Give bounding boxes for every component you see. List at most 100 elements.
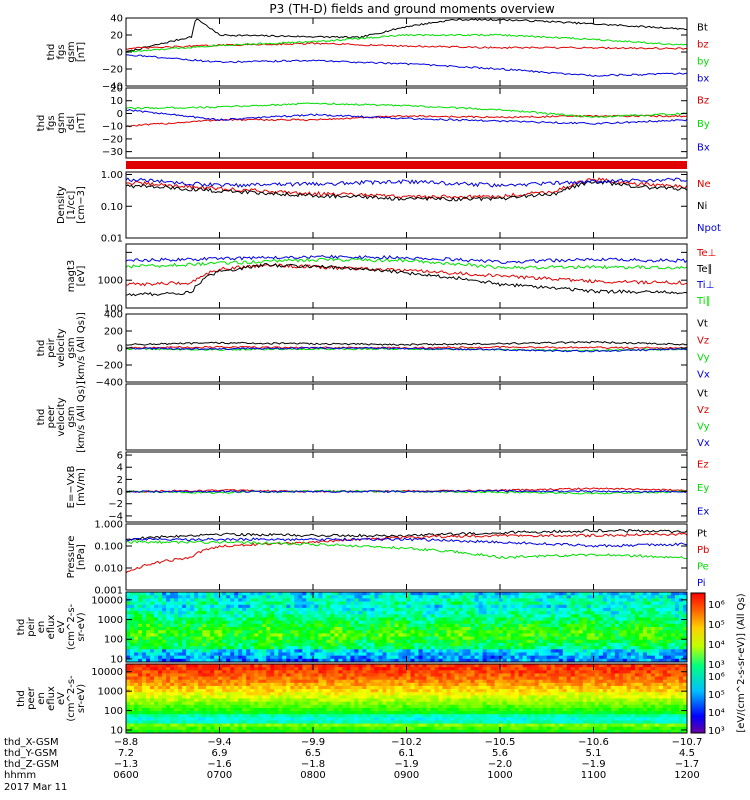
spectrogram-cell bbox=[322, 701, 327, 706]
spectrogram-cell bbox=[658, 620, 664, 625]
spectrogram-cell bbox=[178, 692, 183, 696]
spectrogram-cell bbox=[258, 633, 263, 637]
spectrogram-cell bbox=[326, 726, 331, 731]
spectrogram-cell bbox=[334, 627, 339, 631]
y-tick-label: −30 bbox=[102, 147, 123, 158]
spectrogram-cell bbox=[206, 723, 211, 728]
spectrogram-cell bbox=[374, 698, 379, 703]
spectrogram-cell bbox=[166, 639, 171, 644]
spectrogram-cell bbox=[182, 682, 187, 687]
spectrogram-cell bbox=[226, 639, 231, 644]
spectrogram-cell bbox=[186, 720, 191, 724]
spectrogram-cell bbox=[682, 627, 688, 631]
spectrogram-cell bbox=[318, 611, 323, 615]
spectrogram-cell bbox=[274, 652, 279, 657]
spectrogram-cell bbox=[322, 652, 327, 657]
spectrogram-cell bbox=[462, 592, 468, 596]
spectrogram-cell bbox=[306, 729, 311, 734]
spectrogram-cell bbox=[254, 636, 259, 641]
series-line-efield-2 bbox=[125, 489, 688, 494]
spectrogram-cell bbox=[582, 617, 588, 622]
spectrogram-cell bbox=[230, 639, 235, 644]
spectrogram-cell bbox=[362, 639, 367, 644]
spectrogram-cell bbox=[422, 617, 427, 622]
spectrogram-cell bbox=[670, 620, 676, 625]
spectrogram-cell bbox=[242, 698, 247, 703]
spectrogram-cell bbox=[338, 614, 343, 618]
spectrogram-cell bbox=[162, 701, 167, 706]
spectrogram-cell bbox=[258, 667, 263, 671]
spectrogram-cell bbox=[362, 664, 367, 668]
spectrogram-cell bbox=[558, 646, 564, 650]
spectrogram-cell bbox=[646, 633, 652, 637]
spectrogram-cell bbox=[662, 646, 668, 650]
spectrogram-cell bbox=[478, 642, 484, 647]
spectrogram-cell bbox=[298, 630, 303, 634]
spectrogram-cell bbox=[258, 701, 263, 706]
spectrogram-cell bbox=[162, 639, 167, 644]
spectrogram-cell bbox=[226, 658, 231, 663]
spectrogram-cell bbox=[174, 682, 179, 687]
spectrogram-cell bbox=[374, 729, 379, 734]
spectrogram-cell bbox=[222, 726, 227, 731]
spectrogram-cell bbox=[306, 639, 311, 644]
spectrogram-cell bbox=[622, 617, 628, 622]
spectrogram-cell bbox=[522, 620, 528, 625]
spectrogram-cell bbox=[142, 689, 147, 693]
spectrogram-cell bbox=[630, 642, 636, 647]
spectrogram-cell bbox=[182, 620, 187, 625]
spectrogram-cell bbox=[606, 601, 612, 606]
spectrogram-cell bbox=[278, 655, 283, 660]
spectrogram-cell bbox=[554, 649, 560, 653]
spectrogram-cell bbox=[158, 704, 163, 709]
spectrogram-cell bbox=[190, 655, 195, 660]
spectrogram-cell bbox=[450, 658, 455, 663]
spectrogram-cell bbox=[206, 701, 211, 706]
spectrogram-cell bbox=[470, 601, 476, 606]
spectrogram-cell bbox=[254, 658, 259, 663]
spectrogram-cell bbox=[226, 714, 231, 718]
spectrogram-cell bbox=[242, 714, 247, 718]
spectrogram-cell bbox=[234, 636, 239, 641]
spectrogram-cell bbox=[302, 667, 307, 671]
legend-entry: Pe bbox=[697, 561, 709, 572]
spectrogram-cell bbox=[382, 670, 387, 674]
spectrogram-cell bbox=[374, 604, 379, 609]
spectrogram-cell bbox=[598, 630, 604, 634]
spectrogram-cell bbox=[338, 627, 343, 631]
spectrogram-cell bbox=[338, 670, 343, 674]
spectrogram-cell bbox=[462, 652, 468, 657]
spectrogram-cell bbox=[306, 630, 311, 634]
spectrogram-cell bbox=[314, 704, 319, 709]
spectrogram-cell bbox=[154, 670, 159, 674]
spectrogram-cell bbox=[282, 601, 287, 606]
spectrogram-cell bbox=[450, 592, 455, 596]
spectrogram-cell bbox=[298, 704, 303, 709]
spectrogram-cell bbox=[486, 639, 492, 644]
spectrogram-cell bbox=[398, 620, 403, 625]
spectrogram-cell bbox=[414, 598, 419, 602]
spectrogram-cell bbox=[266, 649, 271, 653]
spectrogram-cell bbox=[274, 726, 279, 731]
spectrogram-cell bbox=[362, 646, 367, 650]
spectrogram-cell bbox=[266, 679, 271, 684]
spectrogram-cell bbox=[394, 639, 399, 644]
spectrogram-cell bbox=[298, 642, 303, 647]
legend-entry: bz bbox=[697, 40, 709, 51]
spectrogram-cell bbox=[306, 689, 311, 693]
spectrogram-cell bbox=[138, 601, 143, 606]
spectrogram-cell bbox=[374, 598, 379, 602]
spectrogram-cell bbox=[238, 664, 243, 668]
spectrogram-cell bbox=[430, 633, 435, 637]
y-tick-label: −40 bbox=[102, 82, 123, 93]
spectrogram-cell bbox=[286, 689, 291, 693]
spectrogram-cell bbox=[214, 720, 219, 724]
spectrogram-cell bbox=[406, 611, 411, 615]
spectrogram-cell bbox=[134, 704, 139, 709]
spectrogram-cell bbox=[134, 726, 139, 731]
spectrogram-cell bbox=[578, 604, 584, 609]
spectrogram-cell bbox=[478, 607, 484, 612]
spectrogram-cell bbox=[654, 639, 660, 644]
spectrogram-cell bbox=[218, 614, 223, 618]
spectrogram-cell bbox=[354, 707, 359, 712]
